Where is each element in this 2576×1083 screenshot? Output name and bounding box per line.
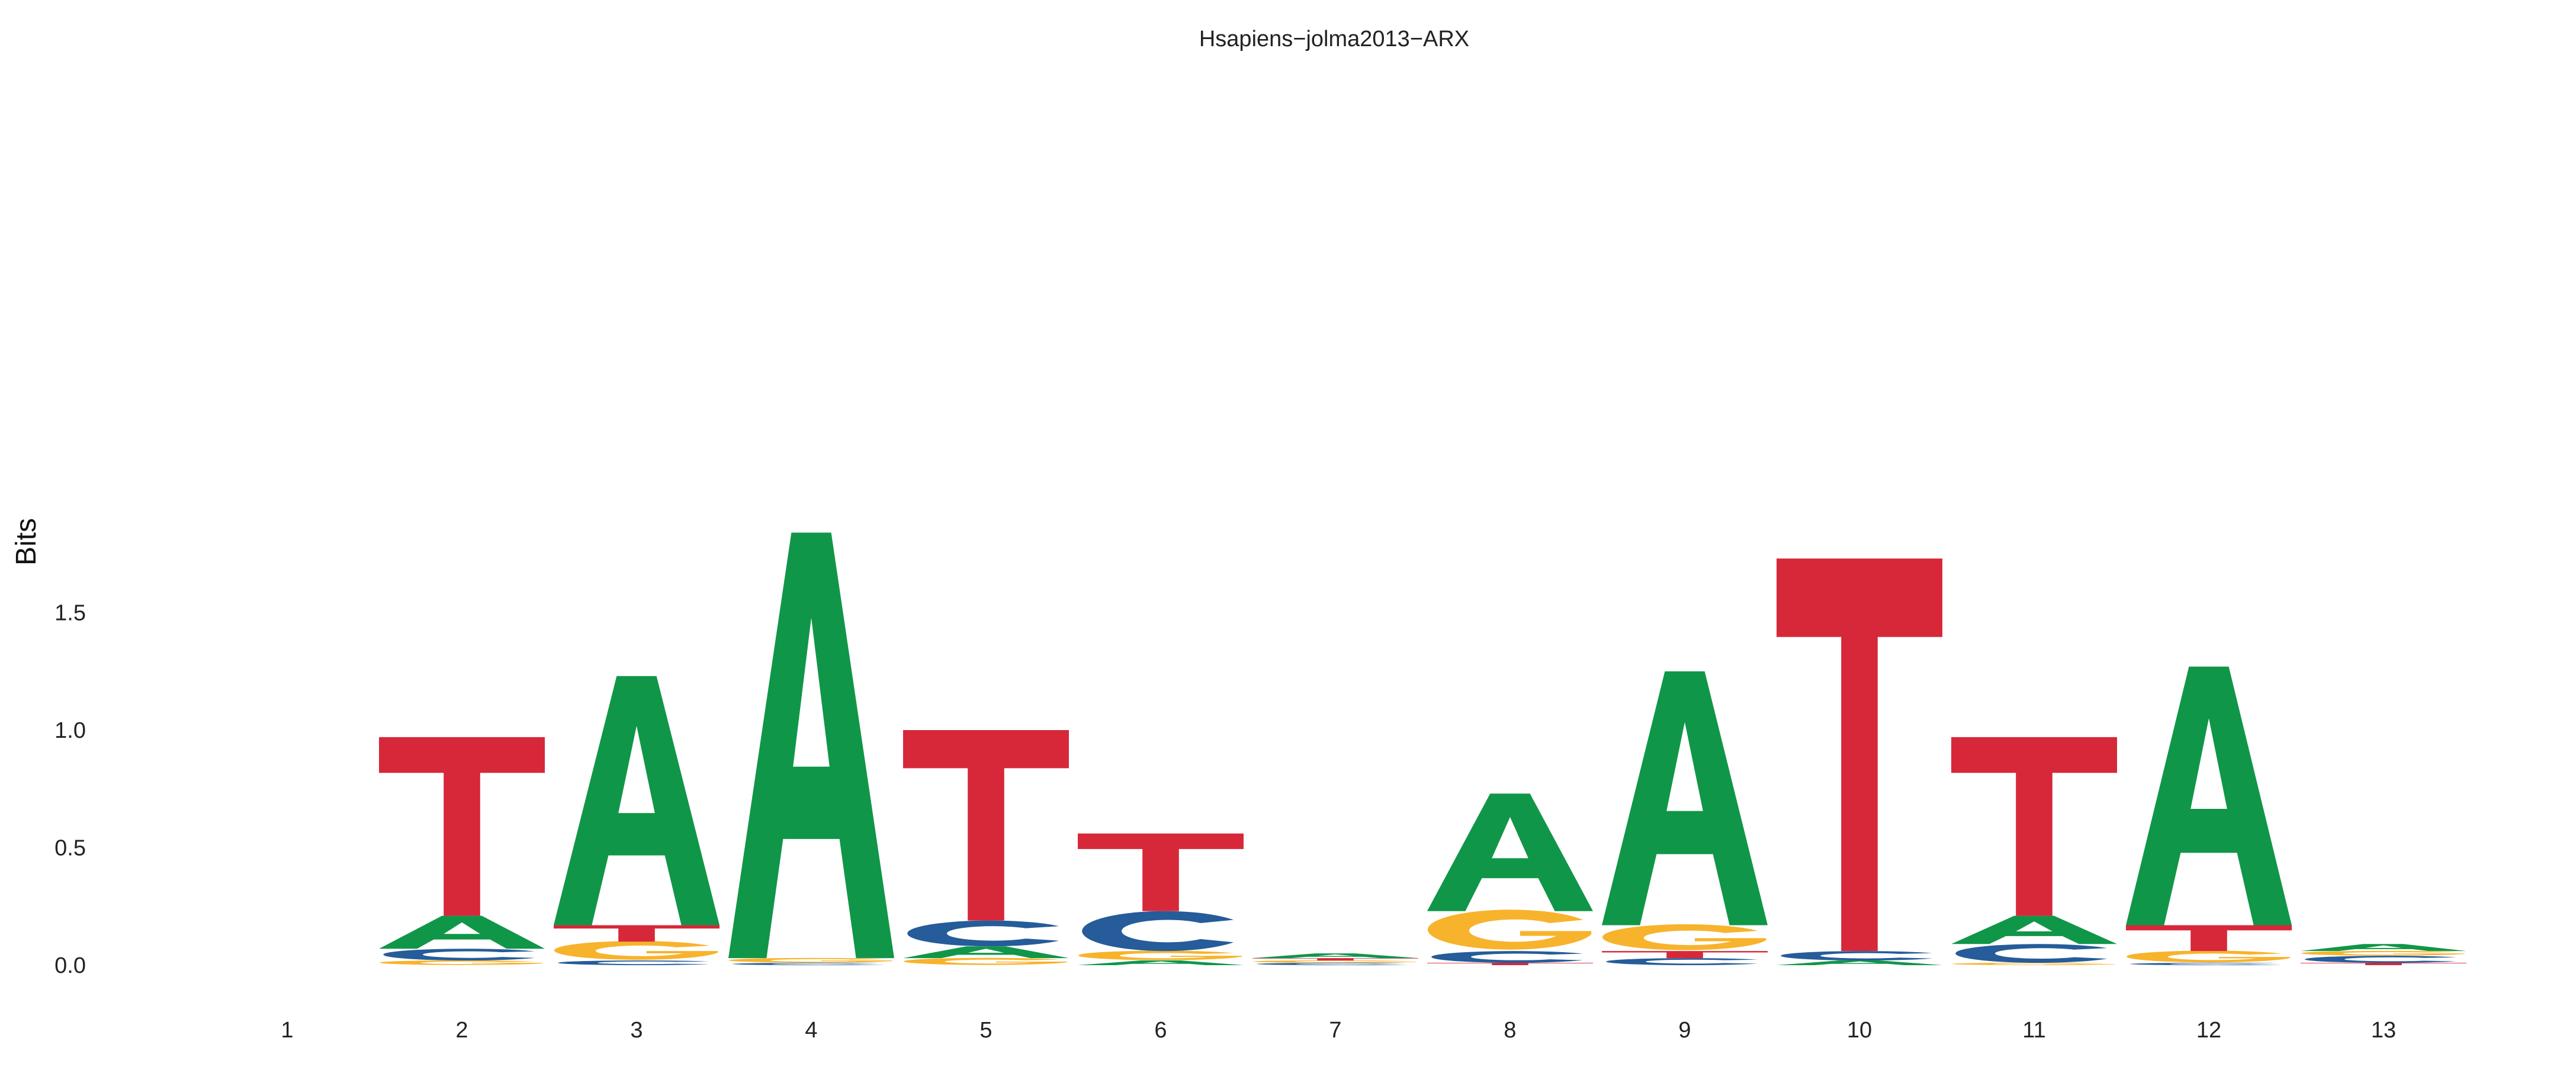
x-tick-label: 5 [979, 1018, 992, 1043]
logo-letter-a [1602, 671, 1768, 925]
logo-letters [379, 532, 2466, 965]
logo-letter-c [2305, 956, 2457, 963]
x-tick-label: 1 [281, 1018, 293, 1043]
logo-letter-t [1602, 951, 1768, 959]
logo-letter-c [1082, 911, 1234, 952]
logo-letter-t [903, 730, 1069, 921]
logo-letter-t [2126, 925, 2292, 952]
logo-letter-c [558, 960, 710, 965]
x-tick-label: 2 [455, 1018, 468, 1043]
x-tick-label: 7 [1329, 1018, 1341, 1043]
logo-letter-t [1078, 833, 1244, 911]
x-tick-label: 13 [2371, 1018, 2396, 1043]
logo-letter-g [2301, 950, 2465, 956]
y-tick-label: 1.0 [54, 718, 86, 743]
logo-letter-a [1078, 960, 1244, 965]
logo-letter-t [1427, 963, 1593, 965]
x-tick-label: 11 [2022, 1018, 2045, 1043]
logo-letter-a [1252, 953, 1418, 959]
x-axis-ticks: 1 2 3 4 5 6 7 8 9 10 11 12 13 [281, 1018, 2396, 1043]
logo-letter-a [728, 532, 894, 959]
logo-letter-a [1777, 960, 1942, 965]
logo-letter-g [1253, 960, 1417, 963]
x-tick-label: 8 [1504, 1018, 1516, 1043]
logo-letter-c [383, 949, 535, 961]
y-tick-label: 0.5 [54, 836, 86, 861]
logo-letter-g [904, 957, 1068, 965]
logo-letter-g [729, 957, 893, 963]
y-tick-label: 1.5 [54, 601, 86, 626]
logo-letter-g [1952, 962, 2116, 965]
logo-letter-a [379, 915, 545, 949]
logo-letter-t [1951, 737, 2117, 916]
logo-letter-c [1606, 958, 1758, 965]
x-tick-label: 4 [805, 1018, 817, 1043]
logo-letter-g [2127, 950, 2291, 963]
logo-letter-t [1252, 958, 1418, 961]
y-axis-label: Bits [11, 518, 42, 565]
logo-letter-t [554, 925, 720, 942]
logo-letter-t [2301, 963, 2466, 965]
logo-letter-c [2130, 963, 2282, 965]
y-axis-ticks: 0.0 0.5 1.0 1.5 [54, 601, 86, 979]
x-tick-label: 10 [1847, 1018, 1872, 1043]
logo-letter-t [379, 737, 545, 916]
logo-letter-c [1257, 963, 1409, 965]
logo-letter-g [1428, 910, 1592, 950]
logo-letter-g [1078, 950, 1242, 960]
logo-letter-a [554, 676, 720, 925]
logo-letter-c [733, 963, 885, 965]
logo-letter-c [1955, 944, 2108, 963]
logo-letter-g [554, 941, 718, 960]
logo-letter-c [907, 920, 1059, 947]
logo-letter-a [1427, 793, 1593, 911]
logo-letter-c [1431, 951, 1583, 963]
chart-title: Hsapiens−jolma2013−ARX [1199, 27, 1469, 52]
logo-letter-g [380, 960, 544, 965]
x-tick-label: 6 [1154, 1018, 1167, 1043]
logo-letter-a [2301, 944, 2466, 952]
x-tick-label: 3 [630, 1018, 643, 1043]
y-tick-label: 0.0 [54, 953, 86, 978]
logo-letter-a [2126, 666, 2292, 925]
logo-letter-a [903, 946, 1069, 959]
logo-letter-g [1602, 924, 1766, 950]
logo-letter-t [1777, 558, 1942, 952]
logo-letter-a [1951, 915, 2117, 944]
x-tick-label: 12 [2196, 1018, 2221, 1043]
x-tick-label: 9 [1678, 1018, 1691, 1043]
logo-letter-c [1781, 951, 1933, 961]
